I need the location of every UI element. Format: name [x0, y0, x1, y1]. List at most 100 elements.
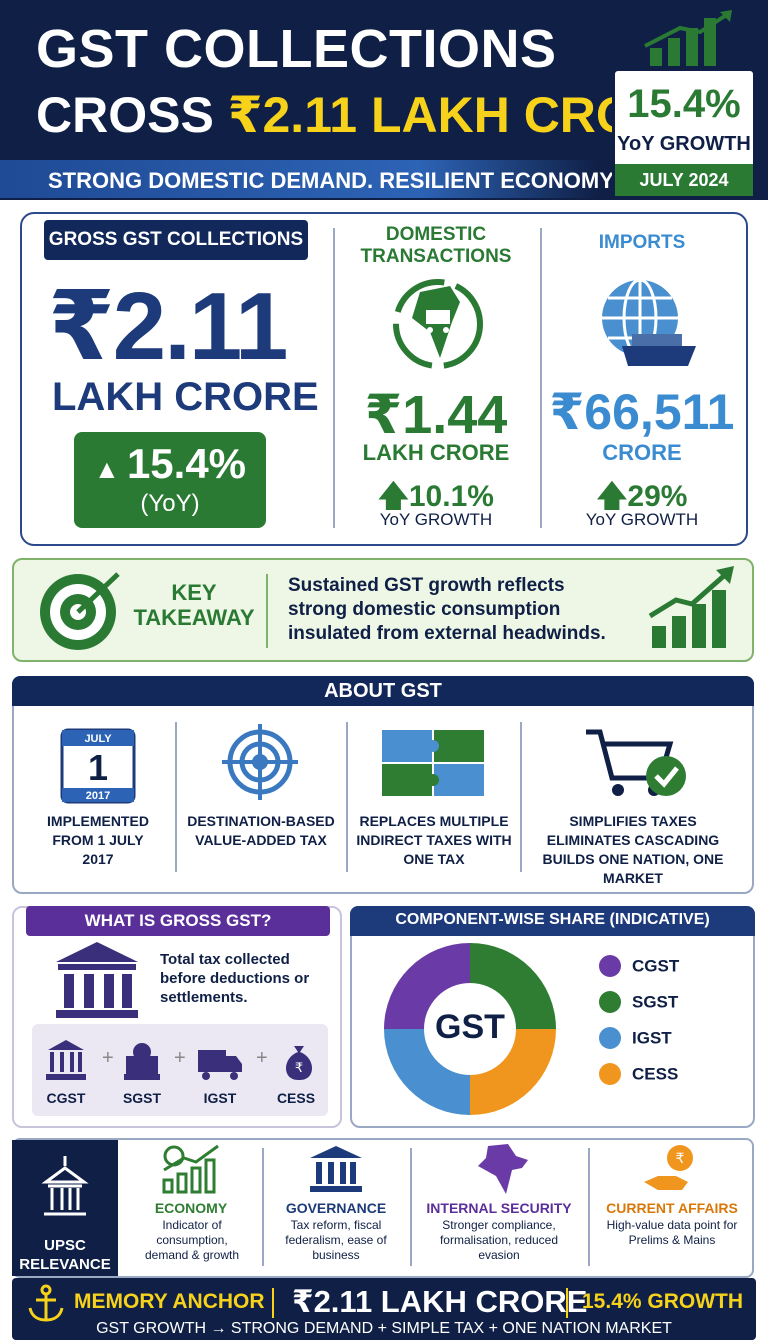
decoration — [84, 974, 94, 1008]
gross-gst-text: Total tax collected before deductions or… — [160, 951, 310, 1006]
decoration — [654, 766, 679, 788]
decoration — [176, 1172, 188, 1194]
donut-segment — [470, 943, 556, 1029]
about-item: DESTINATION-BASED VALUE-ADDED TAX — [187, 813, 335, 848]
subtitle-band — [0, 160, 600, 198]
calendar-month: JULY — [84, 733, 112, 745]
decoration — [328, 1162, 334, 1184]
decoration: + — [256, 1047, 268, 1069]
legend-label: CESS — [632, 1064, 678, 1083]
calendar-day: 1 — [88, 747, 108, 788]
cart-icon — [586, 729, 686, 796]
decoration — [672, 616, 686, 648]
decoration — [56, 1010, 138, 1018]
decoration — [204, 1158, 216, 1194]
decoration — [76, 572, 120, 614]
legend-swatch — [599, 991, 621, 1013]
about-item: SIMPLIFIES TAXES ELIMINATES CASCADING BU… — [542, 813, 724, 886]
donut-segment — [384, 943, 470, 1029]
divider — [266, 574, 268, 648]
imports-icon — [602, 278, 696, 366]
domestic-growth-label: YoY GROWTH — [379, 510, 493, 529]
donut-chart: GST CGST SGST IGST CESS — [384, 943, 680, 1115]
domestic-growth: 🡅10.1% — [378, 480, 494, 513]
decoration — [124, 1074, 160, 1080]
decoration — [163, 1144, 219, 1172]
gross-growth-box — [74, 432, 266, 528]
decoration — [644, 12, 730, 48]
decoration — [350, 1162, 356, 1184]
decoration — [230, 1072, 238, 1080]
title-line1: GST COLLECTIONS — [36, 19, 557, 79]
memory-amount: ₹2.11 LAKH CRORE — [292, 1284, 588, 1319]
domestic-amount: ₹1.44 — [364, 385, 508, 445]
decoration — [104, 974, 114, 1008]
decoration — [46, 1074, 86, 1080]
gross-unit: LAKH CRORE — [52, 375, 319, 419]
decoration — [48, 1040, 84, 1050]
decoration — [426, 310, 450, 324]
divider — [272, 1288, 274, 1318]
subtitle: STRONG DOMESTIC DEMAND. RESILIENT ECONOM… — [48, 168, 618, 193]
anchor-icon — [28, 1284, 64, 1322]
decoration — [78, 1052, 82, 1072]
divider — [175, 722, 177, 872]
title-prefix: CROSS — [36, 87, 228, 143]
destination-icon — [222, 724, 298, 800]
legend-label: SGST — [632, 992, 679, 1011]
component-label: SGST — [122, 1090, 162, 1106]
takeaway-text: Sustained GST growth reflects strong dom… — [288, 575, 606, 644]
decoration — [316, 1162, 322, 1184]
imports-amount: ₹66,511 — [549, 384, 735, 440]
decoration — [190, 1166, 202, 1194]
decoration — [644, 1176, 688, 1190]
takeaway-label: KEY TAKEAWAY — [133, 580, 255, 630]
decoration — [650, 48, 662, 66]
india-map-icon — [478, 1144, 528, 1194]
title-line2: CROSS ₹2.11 LAKH CRORE — [36, 86, 704, 144]
divider — [262, 1148, 264, 1266]
legend-swatch — [599, 1027, 621, 1049]
decoration — [202, 1072, 210, 1080]
component-share-header — [350, 906, 755, 936]
decoration — [686, 28, 698, 66]
decoration — [650, 18, 716, 66]
component-icons: + + + ₹ — [46, 1040, 312, 1080]
about-header — [12, 676, 754, 706]
upsc-title: UPSC RELEVANCE — [19, 1237, 111, 1273]
decoration — [667, 1145, 693, 1171]
upsc-item-title: CURRENT AFFAIRS — [606, 1200, 738, 1216]
decoration — [692, 604, 706, 648]
about-item: IMPLEMENTED FROM 1 JULY 2017 — [47, 813, 149, 867]
decoration: ₹ — [676, 1150, 685, 1166]
decoration — [58, 964, 136, 970]
donut-segment — [470, 1029, 556, 1115]
decoration: ₹ — [295, 1060, 303, 1075]
current-affairs-icon: ₹ — [644, 1145, 693, 1190]
takeaway-chart-icon — [648, 566, 734, 648]
legend-swatch — [599, 1063, 621, 1085]
component-label: IGST — [203, 1090, 237, 1106]
decoration — [712, 590, 726, 648]
decoration — [382, 730, 432, 762]
decoration — [198, 1050, 226, 1072]
divider — [333, 228, 335, 528]
decoration — [427, 327, 433, 333]
decoration — [622, 346, 696, 366]
upsc-item-title: INTERNAL SECURITY — [426, 1200, 572, 1216]
decoration — [286, 1046, 312, 1080]
imports-growth-label: YoY GROWTH — [585, 510, 699, 529]
gross-growth-note: (YoY) — [140, 490, 200, 517]
decoration — [310, 1146, 362, 1158]
badge-date: JULY 2024 — [615, 164, 753, 196]
decoration — [162, 1178, 174, 1194]
decoration — [668, 38, 680, 66]
growth-icon — [644, 10, 732, 66]
decoration — [226, 1056, 242, 1072]
decoration — [632, 334, 682, 346]
decoration — [427, 740, 439, 752]
gross-label: GROSS GST COLLECTIONS — [44, 220, 308, 260]
decoration — [434, 764, 484, 796]
divider — [410, 1148, 412, 1266]
memory-line: GST GROWTH → STRONG DEMAND + SIMPLE TAX … — [96, 1320, 672, 1337]
